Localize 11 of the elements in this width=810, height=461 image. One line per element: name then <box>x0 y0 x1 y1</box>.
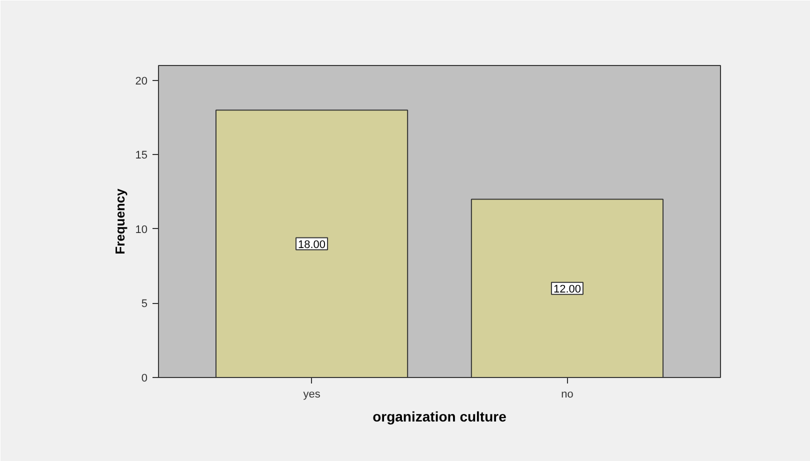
x-tick-label: no <box>561 388 574 400</box>
x-tick-label: yes <box>303 388 321 400</box>
y-tick-label: 20 <box>135 75 148 88</box>
data-label: 12.00 <box>553 283 581 296</box>
y-tick-label: 15 <box>135 150 148 162</box>
y-tick-label: 10 <box>135 224 148 236</box>
y-axis-title: Frequency <box>112 188 128 254</box>
x-axis-title: organization culture <box>372 408 507 424</box>
y-tick-label: 0 <box>141 372 148 384</box>
y-tick-label: 5 <box>141 298 148 310</box>
data-label: 18.00 <box>298 238 326 251</box>
